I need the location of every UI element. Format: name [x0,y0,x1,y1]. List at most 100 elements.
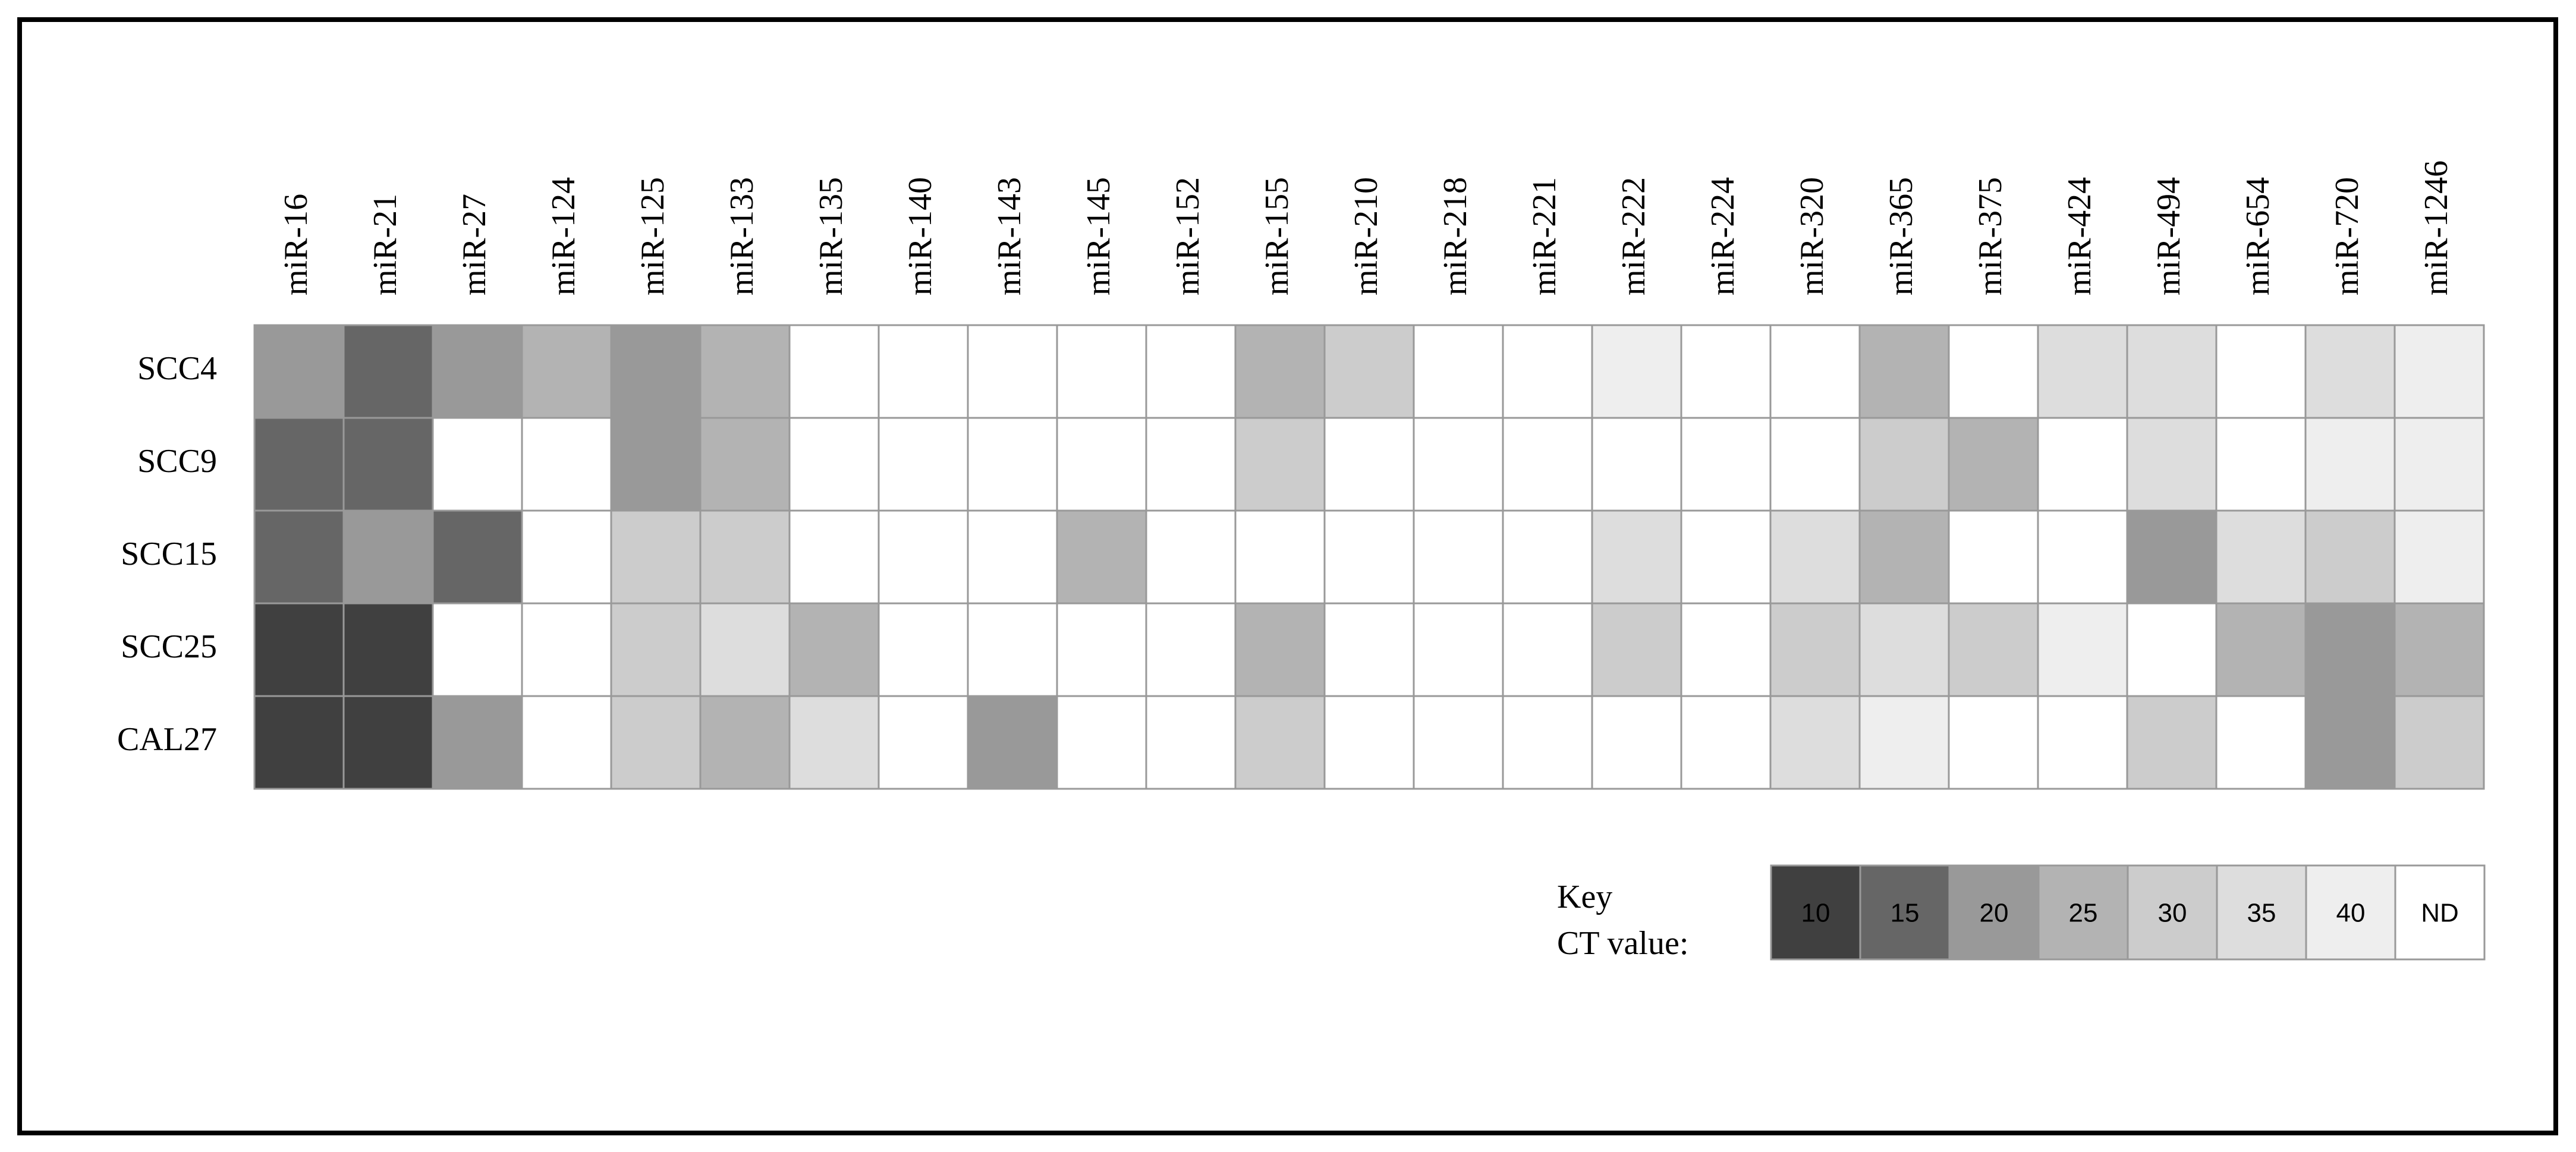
heat-cell [432,602,523,697]
heat-cell [1769,695,1861,790]
column-label: miR-221 [1526,177,1563,295]
key-swatch [2037,864,2129,961]
heat-cell [2215,417,2307,512]
heat-cell [2126,602,2218,697]
heat-cell [1056,602,1147,697]
heat-cell [253,602,345,697]
heat-cell [253,324,345,419]
heat-cell [1234,417,1326,512]
heat-cell [2037,695,2128,790]
heat-cell [2215,509,2307,605]
heat-cell [788,695,880,790]
heat-cell [1056,509,1147,605]
column-label: miR-155 [1259,177,1295,295]
heat-cell [1413,509,1504,605]
column-label: miR-124 [545,177,582,295]
heat-cell [1948,695,2039,790]
heat-cell [967,324,1058,419]
heat-cell [1948,324,2039,419]
heat-cell [2037,602,2128,697]
heat-cell [1056,417,1147,512]
heat-cell [432,509,523,605]
heat-cell [1680,324,1772,419]
heat-cell [521,602,612,697]
row-label: SCC4 [137,350,217,387]
heat-cell [2037,417,2128,512]
column-label: miR-424 [2061,177,2098,295]
column-label: miR-720 [2329,177,2366,295]
heat-cell [342,602,434,697]
key-swatch [2216,864,2307,961]
key-label: 30 [2158,899,2187,928]
heat-cell [1680,602,1772,697]
heat-cell [2304,417,2396,512]
heat-cell [877,417,969,512]
heat-cell [2393,324,2485,419]
column-label: miR-494 [2150,177,2187,295]
heat-cell [1413,417,1504,512]
heat-cell [1145,509,1237,605]
heat-cell [2304,509,2396,605]
heat-cell [877,509,969,605]
heat-cell [877,324,969,419]
heat-cell [1769,509,1861,605]
heat-cell [1769,324,1861,419]
heat-cell [1323,509,1415,605]
heat-cell [2304,695,2396,790]
heat-cell [610,602,702,697]
heat-cell [1323,324,1415,419]
heat-cell [2393,509,2485,605]
heat-cell [1234,324,1326,419]
key-label: ND [2421,899,2459,928]
heat-cell [1145,695,1237,790]
heat-cell [1145,324,1237,419]
heat-cell [1680,417,1772,512]
key-label: 40 [2336,899,2366,928]
heat-cell [2126,509,2218,605]
heat-cell [2393,417,2485,512]
heat-cell [1858,417,1950,512]
heat-cell [2215,695,2307,790]
heat-cell [788,417,880,512]
column-label: miR-27 [456,194,493,295]
heat-cell [788,509,880,605]
column-label: miR-16 [278,194,314,295]
heat-cell [2037,509,2128,605]
heat-cell [342,324,434,419]
column-label: miR-224 [1704,177,1741,295]
heat-cell [2126,695,2218,790]
heat-cell [877,695,969,790]
heat-cell [1948,602,2039,697]
row-label: SCC15 [121,536,217,572]
heat-cell [1234,602,1326,697]
heat-cell [2393,602,2485,697]
heat-cell [2304,324,2396,419]
key-swatch [2305,864,2396,961]
heat-cell [1145,417,1237,512]
heat-cell [1145,602,1237,697]
heat-cell [521,324,612,419]
heat-cell [967,509,1058,605]
heat-cell [1502,602,1593,697]
heat-cell [610,695,702,790]
heat-cell [2126,324,2218,419]
key-label: 20 [1980,899,2009,928]
heat-cell [1502,695,1593,790]
key-title: CT value: [1557,925,1688,962]
heat-cell [1591,509,1682,605]
heat-cell [521,509,612,605]
heat-cell [1858,602,1950,697]
column-label: miR-21 [367,194,404,295]
key-label: 10 [1801,899,1830,928]
heat-cell [699,695,791,790]
column-label: miR-135 [813,177,850,295]
heat-cell [2037,324,2128,419]
heat-cell [432,695,523,790]
column-label: miR-654 [2240,177,2276,295]
heat-cell [2215,602,2307,697]
column-label: miR-125 [634,177,671,295]
heat-cell [2304,602,2396,697]
heat-cell [253,695,345,790]
heat-cell [1413,695,1504,790]
heat-cell [1858,695,1950,790]
